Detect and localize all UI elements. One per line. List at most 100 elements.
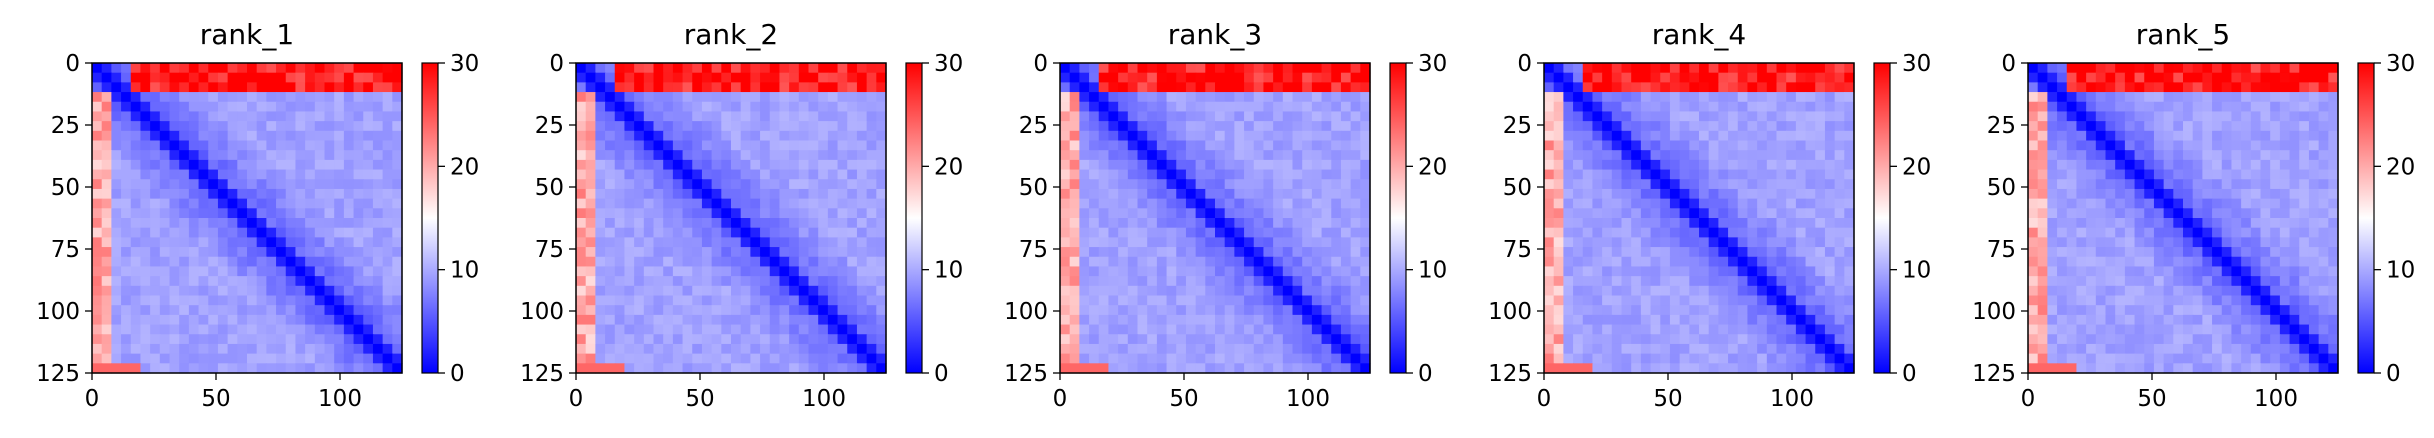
heatmap-cell: [1699, 82, 1710, 93]
heatmap-cell: [1079, 227, 1090, 238]
heatmap-cell: [392, 237, 403, 248]
heatmap-cell: [605, 140, 616, 151]
heatmap-cell: [643, 82, 655, 93]
heatmap-cell: [1311, 121, 1323, 132]
heatmap-cell: [1766, 256, 1778, 268]
heatmap-cell: [2289, 237, 2300, 248]
heatmap-cell: [1737, 101, 1749, 113]
heatmap-cell: [198, 218, 209, 229]
heatmap-cell: [1795, 256, 1807, 268]
heatmap-cell: [624, 121, 635, 132]
heatmap-cell: [2047, 188, 2058, 200]
heatmap-cell: [1544, 92, 1555, 103]
heatmap-cell: [227, 82, 238, 93]
heatmap-cell: [1234, 92, 1245, 103]
heatmap-cell: [818, 130, 829, 142]
x-tick-label: 100: [1770, 386, 1814, 412]
heatmap-cell: [1766, 237, 1778, 248]
heatmap-cell: [1679, 198, 1690, 209]
heatmap-cell: [372, 150, 384, 161]
heatmap-cell: [2212, 121, 2223, 132]
heatmap-cell: [634, 208, 645, 219]
heatmap-cell: [2212, 247, 2223, 258]
heatmap-cell: [1108, 343, 1119, 355]
heatmap-cell: [1592, 218, 1603, 229]
heatmap-cell: [1621, 343, 1632, 355]
heatmap-cell: [1834, 266, 1845, 277]
heatmap-cell: [1582, 208, 1594, 219]
heatmap-cell: [1544, 82, 1555, 93]
heatmap-cell: [324, 237, 335, 248]
heatmap-cell: [1273, 218, 1284, 229]
heatmap-cell: [2212, 140, 2223, 151]
heatmap-cell: [1253, 140, 1265, 151]
heatmap-cell: [2037, 227, 2048, 238]
heatmap-cell: [1699, 266, 1710, 277]
heatmap-cell: [1669, 140, 1681, 151]
heatmap-cell: [295, 72, 306, 83]
heatmap-cell: [121, 188, 132, 200]
heatmap-cell: [2124, 237, 2136, 248]
heatmap-cell: [1602, 266, 1613, 277]
heatmap-cell: [789, 266, 800, 277]
heatmap-cell: [663, 218, 674, 229]
heatmap-cell: [1311, 82, 1323, 93]
heatmap-cell: [750, 276, 761, 287]
heatmap-cell: [1611, 179, 1623, 190]
heatmap-cell: [111, 63, 122, 74]
heatmap-cell: [1689, 92, 1700, 103]
heatmap-cell: [779, 208, 790, 219]
heatmap-cell: [847, 63, 858, 74]
heatmap-cell: [159, 92, 171, 103]
heatmap-cell: [179, 343, 190, 355]
heatmap-cell: [305, 101, 316, 113]
heatmap-cell: [614, 169, 626, 180]
heatmap-cell: [247, 179, 258, 190]
heatmap-cell: [818, 285, 829, 297]
heatmap-cell: [798, 218, 810, 229]
heatmap-cell: [1844, 363, 1855, 374]
heatmap-cell: [1718, 363, 1729, 374]
heatmap-cell: [2144, 266, 2155, 277]
heatmap-cell: [121, 72, 132, 83]
heatmap-cell: [1728, 343, 1739, 355]
heatmap-cell: [1127, 121, 1139, 132]
heatmap-cell: [856, 150, 868, 161]
heatmap-cell: [1621, 82, 1632, 93]
heatmap-cell: [740, 314, 751, 326]
heatmap-cell: [585, 218, 596, 229]
heatmap-cell: [740, 227, 751, 238]
heatmap-cell: [876, 111, 887, 122]
heatmap-cell: [1302, 305, 1313, 316]
heatmap-cell: [217, 150, 229, 161]
heatmap-cell: [827, 111, 839, 122]
heatmap-cell: [731, 82, 742, 93]
heatmap-cell: [585, 314, 596, 326]
heatmap-cell: [130, 150, 142, 161]
heatmap-cell: [1060, 188, 1071, 200]
heatmap-cell: [750, 198, 761, 209]
heatmap-cell: [701, 353, 713, 364]
heatmap-cell: [1669, 208, 1681, 219]
heatmap-cell: [2270, 227, 2281, 238]
heatmap-cell: [227, 111, 238, 122]
heatmap-cell: [150, 324, 161, 335]
heatmap-cell: [382, 140, 393, 151]
heatmap-cell: [1311, 111, 1323, 122]
heatmap-cell: [1718, 266, 1729, 277]
heatmap-cell: [169, 169, 180, 180]
heatmap-cell: [1137, 82, 1148, 93]
heatmap-cell: [1098, 101, 1110, 113]
heatmap-cell: [1292, 256, 1303, 268]
heatmap-cell: [130, 305, 142, 316]
heatmap-cell: [121, 256, 132, 268]
heatmap-cell: [1824, 159, 1836, 171]
heatmap-cell: [731, 285, 742, 297]
heatmap-cell: [266, 179, 277, 190]
heatmap-cell: [1795, 140, 1807, 151]
heatmap-cell: [1747, 92, 1758, 103]
heatmap-cell: [1127, 353, 1139, 364]
heatmap-cell: [2134, 72, 2145, 83]
heatmap-cell: [1331, 314, 1342, 326]
heatmap-cell: [1166, 237, 1177, 248]
